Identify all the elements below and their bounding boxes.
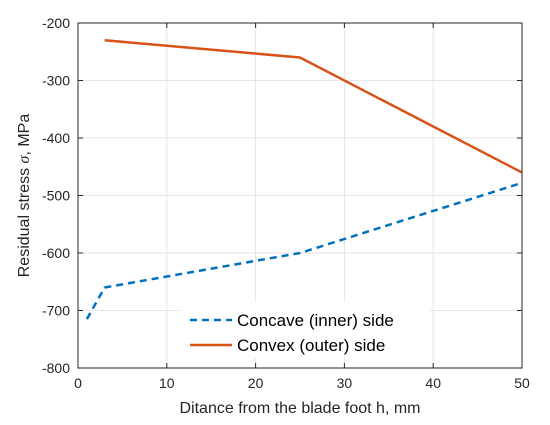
legend: Concave (inner) side Convex (outer) side (180, 302, 430, 358)
legend-label-2: Convex (outer) side (237, 336, 385, 355)
x-axis-ticks: 0 10 20 30 40 50 (74, 23, 530, 391)
y-tick-label: -800 (42, 360, 70, 376)
y-tick-label: -400 (42, 130, 70, 146)
y-axis-label-suffix: , MPa (16, 114, 33, 156)
series-layer (85, 39, 523, 320)
x-tick-label: 20 (248, 375, 264, 391)
y-axis-label-symbol: σ (16, 154, 33, 163)
x-tick-label: 10 (159, 375, 175, 391)
legend-label-1: Concave (inner) side (237, 311, 394, 330)
y-tick-label: -600 (42, 245, 70, 261)
legend-box (180, 302, 430, 358)
x-tick-label: 50 (514, 375, 530, 391)
y-tick-label: -700 (42, 303, 70, 319)
x-tick-label: 0 (74, 375, 82, 391)
series-line-2 (104, 39, 523, 174)
series-line-1 (85, 181, 523, 320)
x-tick-label: 30 (337, 375, 353, 391)
y-axis-label: Residual stress σ, MPa (16, 114, 33, 278)
y-tick-label: -500 (42, 188, 70, 204)
x-tick-label: 40 (425, 375, 441, 391)
x-axis-label: Ditance from the blade foot h, mm (180, 400, 421, 417)
y-tick-label: -200 (42, 15, 70, 31)
y-axis-ticks: -800 -700 -600 -500 -400 -300 -200 (42, 15, 522, 376)
y-axis-label-prefix: Residual stress (16, 163, 33, 277)
y-tick-label: -300 (42, 73, 70, 89)
